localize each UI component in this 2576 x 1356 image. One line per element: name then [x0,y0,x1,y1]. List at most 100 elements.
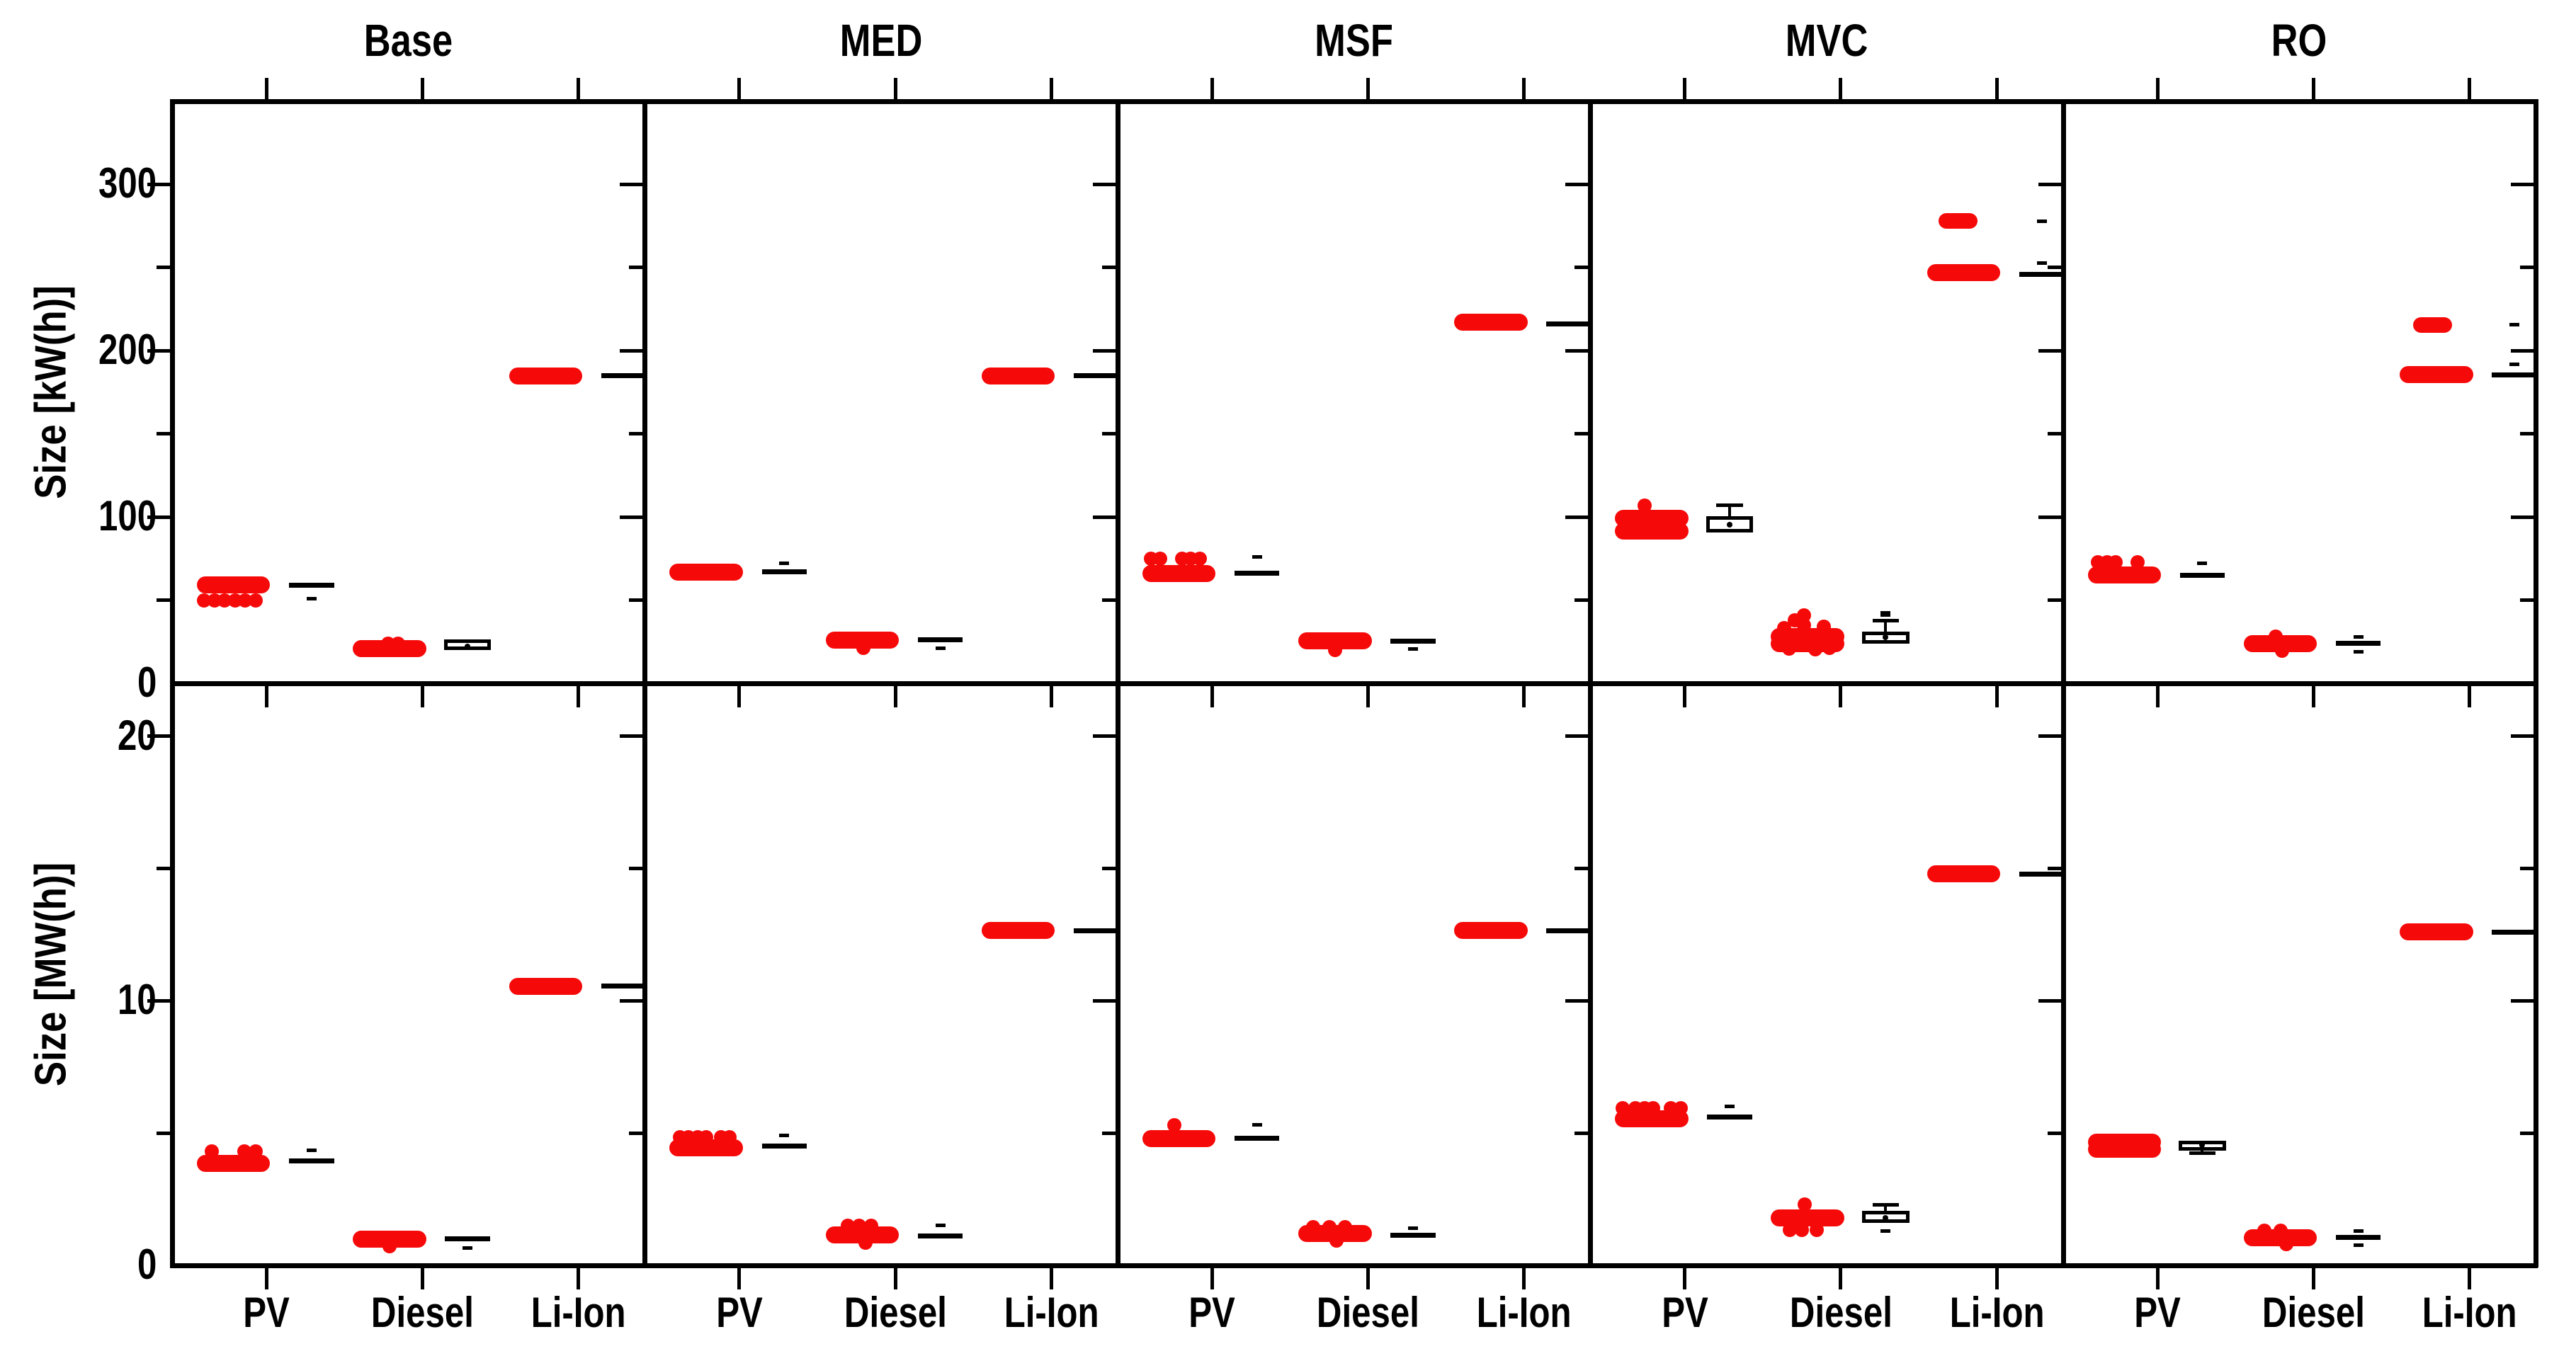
red-scatter-dot [1329,1233,1344,1248]
red-scatter-dot [1777,621,1792,636]
y-minor-tick [1574,867,1589,871]
red-scatter-band [2087,566,2162,584]
y-major-tick [2511,998,2534,1003]
box-mean-dot [1883,634,1889,641]
box-median-dash [2336,641,2381,646]
y-minor-tick [1101,266,1116,270]
red-scatter-dot [856,640,871,655]
red-scatter-dot [852,1218,867,1233]
red-scatter-band [197,576,271,594]
x-category-tick-top [1839,78,1843,99]
y-axis-label-top: Size [kW(h)] [26,285,76,499]
x-category-tick-bottom [2468,1268,2472,1289]
box-whisker-cap [1872,619,1899,623]
red-scatter-band [669,563,743,581]
y-minor-tick [629,266,643,270]
x-category-tick-bottom [1683,1268,1687,1289]
red-scatter-dot [2130,554,2145,569]
x-category-tick-top [737,78,742,99]
red-scatter-dot [248,1144,263,1159]
box-outlier-mark [779,562,790,566]
x-category-tick-top [1683,78,1687,99]
y-major-tick [1092,348,1116,353]
box-median-dash [601,373,647,378]
panel-title: MSF [1118,16,1590,65]
box-outlier-mark [2509,323,2519,327]
red-scatter-dot [2257,1224,2271,1238]
red-scatter-dot [1674,1100,1689,1115]
y-major-tick [2038,348,2061,353]
red-scatter-dot [1167,1117,1182,1132]
box-whisker-cap [1716,503,1743,508]
box-median-dash [1707,1115,1752,1120]
box-outlier-mark [1407,647,1418,651]
red-scatter-dot [248,593,263,608]
red-scatter-dot [863,1218,878,1233]
box-outlier-mark [2509,362,2519,366]
box-median-dash [1234,1136,1280,1141]
x-category-tick-mid [1683,686,1687,707]
x-category-tick-bottom [1049,1268,1053,1289]
y-minor-tick [629,867,643,871]
y-tick-label: 0 [2,661,157,704]
y-minor-tick [2520,266,2534,270]
x-category-tick-bottom [2155,1268,2160,1289]
box-whisker-line [1884,620,1888,632]
category-label-text: PV [243,1289,290,1336]
red-scatter-dot [1782,641,1797,656]
category-label: Diesel [281,1290,564,1335]
x-category-tick-bottom [1522,1268,1526,1289]
red-scatter-band [1615,523,1689,540]
x-category-tick-bottom [1839,1268,1843,1289]
red-scatter-dot [840,1218,855,1233]
y-major-tick [147,515,170,519]
box-median-dash [2019,271,2065,277]
y-minor-tick [1574,266,1589,270]
y-tick-label: 300 [2,162,157,205]
y-tick-label: 0 [2,1243,157,1286]
box-median-dash [1390,1232,1436,1238]
red-scatter-dot [1338,1219,1353,1234]
y-minor-tick [2047,867,2061,871]
red-scatter-dot [1938,213,1978,229]
box-outlier-mark [1880,610,1891,615]
x-category-tick-mid [1049,686,1053,707]
panel-title-text: MVC [1785,15,1868,66]
y-tick-label-text: 10 [118,976,157,1024]
x-category-tick-top [1049,78,1053,99]
category-label-text: Diesel [1789,1289,1893,1336]
x-category-tick-mid [893,686,897,707]
red-scatter-dot [2279,1237,2293,1252]
box-median-dash [601,984,647,989]
category-label: Li-Ion [437,1290,720,1335]
y-major-tick [620,515,643,519]
box-median-dash [1390,638,1436,644]
red-scatter-dot [1615,1100,1630,1115]
y-minor-tick [157,266,170,270]
red-scatter-dot [2269,629,2283,644]
box-median-dash [289,582,334,588]
x-category-tick-top [2311,78,2315,99]
y-axis-label-bottom: Size [MW(h)] [26,862,76,1087]
red-scatter-dot [204,1144,219,1159]
box-outlier-mark [2353,1243,2364,1248]
red-scatter-dot [1809,1222,1824,1237]
panel-title-text: MED [839,15,923,66]
x-category-tick-top [1522,78,1526,99]
category-label-text: Diesel [371,1289,475,1336]
box-outlier-mark [779,1134,790,1138]
y-major-tick [1565,734,1589,739]
red-scatter-dot [1192,551,1207,566]
box-median-dash [917,1233,963,1239]
x-category-tick-bottom [421,1268,425,1289]
plot-border-vertical-4 [2060,99,2066,1267]
y-minor-tick [1574,598,1589,603]
y-major-tick [2511,348,2534,353]
box-outlier-mark [1407,1226,1418,1231]
y-tick-label-text: 0 [137,659,157,706]
box-median-dash [2179,572,2225,578]
y-major-tick [1092,515,1116,519]
y-major-tick [147,182,170,186]
red-scatter-band [1142,1129,1216,1147]
